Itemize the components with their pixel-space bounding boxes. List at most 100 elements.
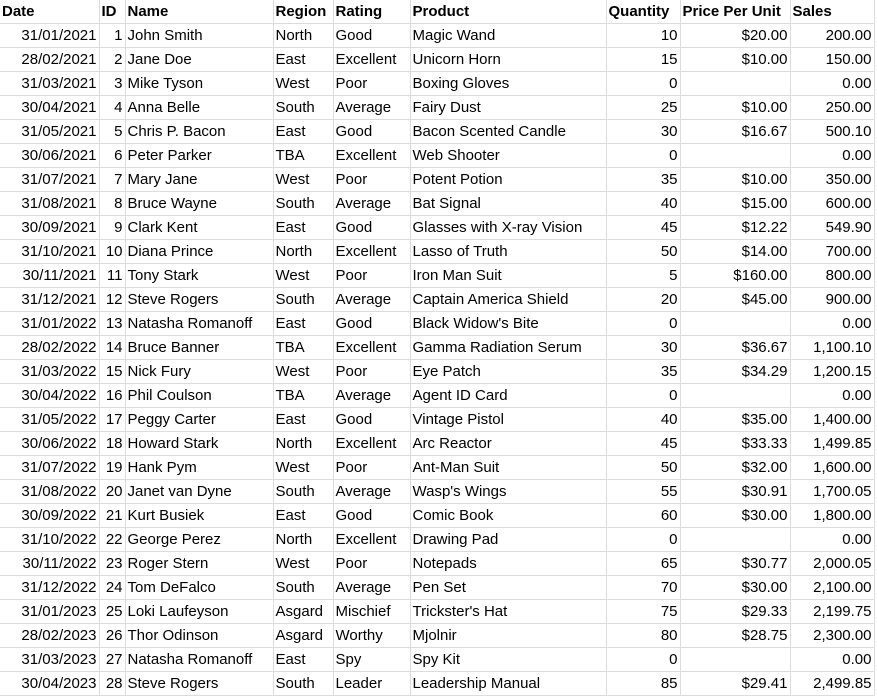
- cell-date[interactable]: 30/04/2021: [0, 95, 100, 120]
- cell-region[interactable]: North: [273, 527, 334, 552]
- cell-id[interactable]: 9: [99, 215, 126, 240]
- cell-price-per-unit[interactable]: $36.67: [680, 335, 791, 360]
- cell-date[interactable]: 31/01/2021: [0, 23, 100, 48]
- cell-name[interactable]: Loki Laufeyson: [125, 599, 274, 624]
- cell-quantity[interactable]: 5: [606, 263, 681, 288]
- cell-date[interactable]: 30/06/2022: [0, 431, 100, 456]
- cell-sales[interactable]: 0.00: [790, 527, 875, 552]
- cell-sales[interactable]: 900.00: [790, 287, 875, 312]
- cell-sales[interactable]: 0.00: [790, 143, 875, 168]
- cell-date[interactable]: 28/02/2023: [0, 623, 100, 648]
- header-cell-region[interactable]: Region: [273, 0, 334, 24]
- cell-region[interactable]: East: [273, 647, 334, 672]
- cell-region[interactable]: East: [273, 215, 334, 240]
- cell-price-per-unit[interactable]: $29.33: [680, 599, 791, 624]
- cell-id[interactable]: 16: [99, 383, 126, 408]
- cell-quantity[interactable]: 0: [606, 647, 681, 672]
- cell-region[interactable]: North: [273, 239, 334, 264]
- cell-price-per-unit[interactable]: $30.00: [680, 503, 791, 528]
- cell-id[interactable]: 28: [99, 671, 126, 696]
- cell-product[interactable]: Iron Man Suit: [410, 263, 607, 288]
- cell-name[interactable]: Bruce Banner: [125, 335, 274, 360]
- cell-sales[interactable]: 0.00: [790, 311, 875, 336]
- cell-name[interactable]: Howard Stark: [125, 431, 274, 456]
- cell-date[interactable]: 31/12/2021: [0, 287, 100, 312]
- cell-product[interactable]: Glasses with X-ray Vision: [410, 215, 607, 240]
- cell-id[interactable]: 3: [99, 71, 126, 96]
- cell-price-per-unit[interactable]: $160.00: [680, 263, 791, 288]
- cell-date[interactable]: 31/05/2022: [0, 407, 100, 432]
- cell-product[interactable]: Drawing Pad: [410, 527, 607, 552]
- header-cell-quantity[interactable]: Quantity: [606, 0, 681, 24]
- cell-name[interactable]: Phil Coulson: [125, 383, 274, 408]
- cell-quantity[interactable]: 45: [606, 431, 681, 456]
- cell-region[interactable]: TBA: [273, 143, 334, 168]
- cell-name[interactable]: Clark Kent: [125, 215, 274, 240]
- cell-sales[interactable]: 700.00: [790, 239, 875, 264]
- cell-id[interactable]: 21: [99, 503, 126, 528]
- cell-rating[interactable]: Good: [333, 119, 411, 144]
- cell-id[interactable]: 26: [99, 623, 126, 648]
- cell-date[interactable]: 31/08/2022: [0, 479, 100, 504]
- cell-price-per-unit[interactable]: $32.00: [680, 455, 791, 480]
- cell-date[interactable]: 30/04/2023: [0, 671, 100, 696]
- cell-date[interactable]: 28/02/2022: [0, 335, 100, 360]
- cell-product[interactable]: Leadership Manual: [410, 671, 607, 696]
- cell-sales[interactable]: 1,499.85: [790, 431, 875, 456]
- cell-id[interactable]: 27: [99, 647, 126, 672]
- cell-sales[interactable]: 2,199.75: [790, 599, 875, 624]
- cell-quantity[interactable]: 20: [606, 287, 681, 312]
- cell-date[interactable]: 28/02/2021: [0, 47, 100, 72]
- cell-product[interactable]: Mjolnir: [410, 623, 607, 648]
- cell-price-per-unit[interactable]: [680, 143, 791, 168]
- cell-sales[interactable]: 1,100.10: [790, 335, 875, 360]
- cell-quantity[interactable]: 75: [606, 599, 681, 624]
- cell-product[interactable]: Trickster's Hat: [410, 599, 607, 624]
- cell-quantity[interactable]: 0: [606, 311, 681, 336]
- cell-id[interactable]: 24: [99, 575, 126, 600]
- cell-region[interactable]: West: [273, 167, 334, 192]
- cell-rating[interactable]: Average: [333, 383, 411, 408]
- cell-sales[interactable]: 2,300.00: [790, 623, 875, 648]
- header-cell-rating[interactable]: Rating: [333, 0, 411, 24]
- cell-rating[interactable]: Excellent: [333, 527, 411, 552]
- cell-quantity[interactable]: 55: [606, 479, 681, 504]
- cell-sales[interactable]: 2,499.85: [790, 671, 875, 696]
- cell-price-per-unit[interactable]: [680, 383, 791, 408]
- header-cell-sales[interactable]: Sales: [790, 0, 875, 24]
- header-cell-name[interactable]: Name: [125, 0, 274, 24]
- cell-name[interactable]: Hank Pym: [125, 455, 274, 480]
- cell-id[interactable]: 1: [99, 23, 126, 48]
- cell-region[interactable]: TBA: [273, 335, 334, 360]
- cell-product[interactable]: Potent Potion: [410, 167, 607, 192]
- cell-id[interactable]: 4: [99, 95, 126, 120]
- cell-price-per-unit[interactable]: [680, 527, 791, 552]
- cell-id[interactable]: 11: [99, 263, 126, 288]
- cell-price-per-unit[interactable]: $34.29: [680, 359, 791, 384]
- cell-id[interactable]: 25: [99, 599, 126, 624]
- cell-region[interactable]: South: [273, 191, 334, 216]
- cell-sales[interactable]: 2,100.00: [790, 575, 875, 600]
- cell-rating[interactable]: Average: [333, 191, 411, 216]
- cell-id[interactable]: 18: [99, 431, 126, 456]
- cell-region[interactable]: South: [273, 479, 334, 504]
- cell-sales[interactable]: 549.90: [790, 215, 875, 240]
- cell-product[interactable]: Fairy Dust: [410, 95, 607, 120]
- cell-price-per-unit[interactable]: $10.00: [680, 47, 791, 72]
- cell-rating[interactable]: Worthy: [333, 623, 411, 648]
- cell-sales[interactable]: 0.00: [790, 383, 875, 408]
- cell-rating[interactable]: Leader: [333, 671, 411, 696]
- cell-price-per-unit[interactable]: $29.41: [680, 671, 791, 696]
- cell-region[interactable]: South: [273, 575, 334, 600]
- cell-name[interactable]: Kurt Busiek: [125, 503, 274, 528]
- cell-id[interactable]: 6: [99, 143, 126, 168]
- cell-quantity[interactable]: 30: [606, 119, 681, 144]
- cell-name[interactable]: Anna Belle: [125, 95, 274, 120]
- cell-id[interactable]: 12: [99, 287, 126, 312]
- header-cell-price-per-unit[interactable]: Price Per Unit: [680, 0, 791, 24]
- cell-date[interactable]: 31/08/2021: [0, 191, 100, 216]
- cell-quantity[interactable]: 85: [606, 671, 681, 696]
- cell-price-per-unit[interactable]: $10.00: [680, 95, 791, 120]
- cell-product[interactable]: Bat Signal: [410, 191, 607, 216]
- cell-date[interactable]: 30/09/2021: [0, 215, 100, 240]
